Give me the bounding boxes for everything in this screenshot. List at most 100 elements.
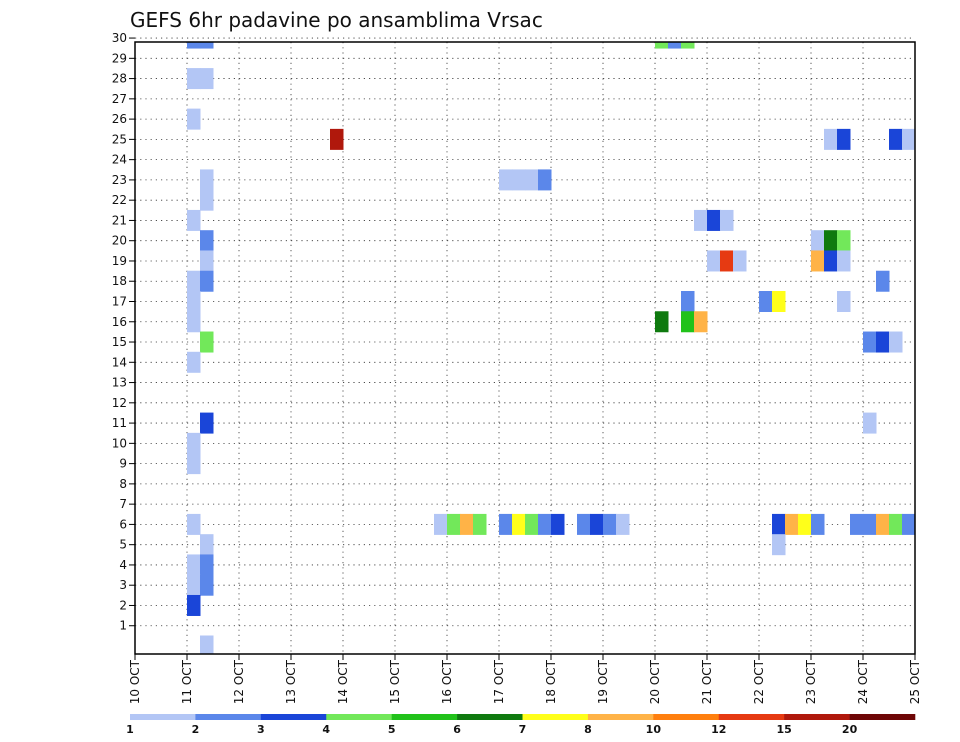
y-tick-label: 25 bbox=[112, 132, 127, 146]
data-cell bbox=[603, 513, 617, 535]
data-cell bbox=[187, 42, 201, 49]
data-cell bbox=[681, 42, 695, 49]
data-cell bbox=[473, 513, 487, 535]
y-tick-label: 16 bbox=[112, 315, 127, 329]
data-cell bbox=[499, 169, 513, 191]
data-cell bbox=[876, 270, 890, 292]
data-cell bbox=[889, 128, 903, 150]
data-cell bbox=[863, 412, 877, 434]
data-cell bbox=[720, 250, 734, 272]
data-cell bbox=[798, 513, 812, 535]
data-cell bbox=[824, 250, 838, 272]
data-cell bbox=[824, 128, 838, 150]
x-tick-label: 24 OCT bbox=[856, 659, 870, 704]
x-axis-ticks: 10 OCT 11 OCT 12 OCT 13 OCT 14 OCT 15 OCT 16 O… bbox=[128, 654, 922, 704]
data-cell bbox=[200, 230, 214, 252]
data-cell bbox=[863, 513, 877, 535]
y-tick-label: 22 bbox=[112, 193, 127, 207]
y-tick-label: 3 bbox=[119, 578, 127, 592]
y-tick-label: 7 bbox=[119, 497, 127, 511]
colorbar-label: 3 bbox=[257, 723, 265, 736]
data-cell bbox=[187, 513, 201, 535]
data-cell bbox=[655, 42, 669, 49]
x-tick-label: 15 OCT bbox=[388, 659, 402, 704]
data-cell bbox=[187, 574, 201, 596]
x-tick-label: 10 OCT bbox=[128, 659, 142, 704]
x-tick-label: 25 OCT bbox=[908, 659, 922, 704]
y-tick-label: 26 bbox=[112, 112, 127, 126]
colorbar-segment bbox=[326, 714, 392, 720]
y-tick-label: 2 bbox=[119, 598, 127, 612]
y-tick-label: 13 bbox=[112, 376, 127, 390]
data-cell bbox=[525, 513, 539, 535]
y-axis-ticks: 1234567891011121314151617181920212223242… bbox=[112, 31, 135, 633]
data-cell bbox=[694, 311, 708, 333]
y-tick-label: 30 bbox=[112, 31, 127, 45]
data-cell bbox=[200, 189, 214, 211]
data-cell bbox=[200, 169, 214, 191]
colorbar-segment bbox=[457, 714, 523, 720]
y-tick-label: 14 bbox=[112, 355, 127, 369]
data-cell bbox=[187, 554, 201, 576]
data-cell bbox=[187, 68, 201, 90]
data-cell bbox=[460, 513, 474, 535]
x-tick-label: 13 OCT bbox=[284, 659, 298, 704]
colorbar-segment bbox=[195, 714, 262, 720]
x-tick-label: 11 OCT bbox=[180, 659, 194, 704]
data-cell bbox=[200, 42, 214, 49]
data-cell bbox=[655, 311, 669, 333]
data-cell bbox=[577, 513, 591, 535]
colorbar-segment bbox=[391, 714, 458, 720]
data-cell bbox=[512, 513, 526, 535]
data-cell bbox=[330, 128, 344, 150]
data-cell bbox=[447, 513, 461, 535]
data-cell bbox=[824, 230, 838, 252]
data-cell bbox=[200, 635, 214, 654]
data-cell bbox=[187, 311, 201, 333]
y-tick-label: 24 bbox=[112, 153, 127, 167]
y-tick-label: 4 bbox=[119, 558, 127, 572]
colorbar-label: 7 bbox=[519, 723, 527, 736]
data-cell bbox=[187, 270, 201, 292]
grid-lines bbox=[135, 37, 915, 654]
colorbar-label: 5 bbox=[388, 723, 396, 736]
data-cell bbox=[187, 432, 201, 454]
data-cell bbox=[811, 250, 825, 272]
y-tick-label: 28 bbox=[112, 72, 127, 86]
data-cell bbox=[187, 351, 201, 373]
x-tick-label: 21 OCT bbox=[700, 659, 714, 704]
data-cell bbox=[772, 290, 786, 312]
colorbar-label: 6 bbox=[453, 723, 461, 736]
data-cell bbox=[551, 513, 565, 535]
colorbar-label: 8 bbox=[584, 723, 592, 736]
data-cell bbox=[525, 169, 539, 191]
data-cell bbox=[902, 128, 916, 150]
data-cell bbox=[889, 513, 903, 535]
y-tick-label: 20 bbox=[112, 234, 127, 248]
data-cell bbox=[759, 290, 773, 312]
data-cell bbox=[876, 513, 890, 535]
data-cell bbox=[694, 209, 708, 231]
x-tick-label: 23 OCT bbox=[804, 659, 818, 704]
data-cell bbox=[512, 169, 526, 191]
data-cell bbox=[720, 209, 734, 231]
data-cell bbox=[837, 290, 851, 312]
data-cell bbox=[681, 311, 695, 333]
colorbar: 1 2 3 4 5 6 7 8 10 12 15 20 bbox=[126, 714, 916, 736]
colorbar-segment bbox=[653, 714, 720, 720]
colorbar-segment bbox=[718, 714, 785, 720]
colorbar-segment bbox=[260, 714, 327, 720]
data-cell bbox=[889, 331, 903, 353]
y-tick-label: 27 bbox=[112, 92, 127, 106]
chart-title: GEFS 6hr padavine po ansamblima Vrsac bbox=[130, 8, 543, 32]
data-cell bbox=[187, 108, 201, 130]
x-tick-label: 18 OCT bbox=[544, 659, 558, 704]
y-tick-label: 18 bbox=[112, 274, 127, 288]
data-cell bbox=[616, 513, 630, 535]
colorbar-label: 12 bbox=[711, 723, 726, 736]
data-cell bbox=[187, 209, 201, 231]
data-cell bbox=[837, 128, 851, 150]
x-tick-label: 14 OCT bbox=[336, 659, 350, 704]
colorbar-label: 1 bbox=[126, 723, 134, 736]
